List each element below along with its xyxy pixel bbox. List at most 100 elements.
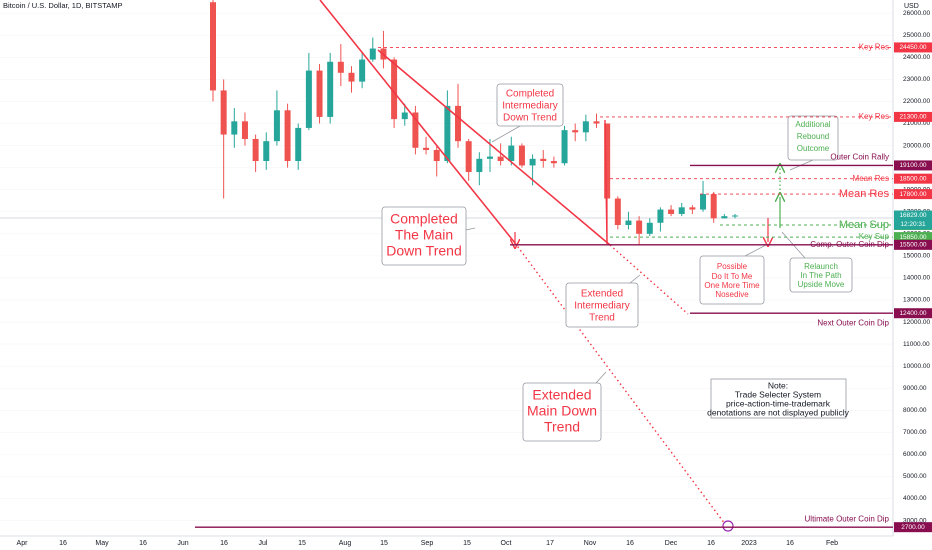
annotation-text: The Main xyxy=(395,227,453,243)
price-badge xyxy=(894,189,932,200)
last-price-label: 16829.00 xyxy=(899,212,926,219)
candle-body xyxy=(486,156,493,159)
x-tick-label: 16 xyxy=(707,540,715,547)
main-trend-line xyxy=(319,0,516,244)
candle-body xyxy=(423,147,430,150)
candle-body xyxy=(327,61,334,117)
y-tick-label: 8000.00 xyxy=(903,407,927,414)
price-axis[interactable] xyxy=(893,0,932,550)
trend-lines xyxy=(319,0,780,532)
annotation-text: Additional xyxy=(795,120,830,129)
candle-body xyxy=(210,2,216,91)
event-marker[interactable] xyxy=(722,520,734,532)
candle-body xyxy=(348,72,355,82)
level-label: Key Res xyxy=(859,43,889,52)
candle-body xyxy=(284,110,291,162)
y-tick-label: 10000.00 xyxy=(903,363,930,370)
callout-box xyxy=(787,115,839,161)
annotation-text: Upside Move xyxy=(798,280,845,289)
x-tick-label: Feb xyxy=(826,540,838,547)
candle-body xyxy=(401,112,408,120)
x-tick-label: Jun xyxy=(177,540,188,547)
callout-box xyxy=(789,257,853,293)
annotation-text: Down Trend xyxy=(386,243,461,259)
y-tick-label: 20000.00 xyxy=(903,142,930,149)
y-tick-label: 6000.00 xyxy=(903,451,927,458)
y-tick-label: 26000.00 xyxy=(903,10,930,17)
annotation-text: Trend xyxy=(589,313,615,324)
candle-body xyxy=(572,130,579,133)
y-tick-label: 23000.00 xyxy=(903,76,930,83)
price-badge-label: 18500.00 xyxy=(899,175,926,182)
level-label: Mean Res xyxy=(839,188,890,200)
candle-body xyxy=(604,123,611,199)
y-tick-label: 4000.00 xyxy=(903,495,927,502)
annotation-text: Intermediary xyxy=(502,101,558,112)
annotations: Completed Intermediary Down Trend Comple… xyxy=(381,83,853,442)
candle-body xyxy=(550,161,557,164)
candle-body xyxy=(359,59,366,82)
price-badge xyxy=(894,308,932,319)
x-tick-label: Sep xyxy=(421,540,434,547)
candle-body xyxy=(614,198,621,225)
price-badge-label: 24450.00 xyxy=(899,44,926,51)
candle-body xyxy=(263,141,270,162)
x-tick-label: Oct xyxy=(501,540,512,547)
y-tick-label: 5000.00 xyxy=(903,473,927,480)
candle-body xyxy=(476,158,483,173)
annotation-text: Trend xyxy=(544,419,580,435)
annotation-text: Extended xyxy=(581,289,623,300)
y-tick-label: 12000.00 xyxy=(903,319,930,326)
candle-body xyxy=(455,105,462,142)
level-label: Mean Res xyxy=(853,174,889,183)
x-tick-label: Jul xyxy=(259,540,268,547)
overlay: Key Res 24450.00 Key Res 21300.00 Outer Coin… xyxy=(195,42,932,533)
x-tick-label: 16 xyxy=(139,540,147,547)
candle-body xyxy=(337,61,344,73)
price-badge-label: 12400.00 xyxy=(899,310,926,317)
candle-body xyxy=(220,90,227,135)
candle-body xyxy=(678,207,685,214)
annotation-text: Do It To Me xyxy=(712,272,753,281)
candle-body xyxy=(646,222,653,234)
callout-box xyxy=(522,382,602,442)
x-tick-label: 16 xyxy=(220,540,228,547)
intermediary-trend-line xyxy=(377,49,611,246)
candle-body xyxy=(412,112,419,148)
candle-body xyxy=(273,110,280,142)
price-badge xyxy=(894,42,932,53)
y-tick-label: 11000.00 xyxy=(903,341,930,348)
candle-body xyxy=(241,121,248,139)
candle-body xyxy=(518,145,525,166)
y-tick-label: 22000.00 xyxy=(903,98,930,105)
candle-body xyxy=(710,194,717,219)
level-label: Next Outer Coin Dip xyxy=(817,318,889,327)
x-tick-label: 16 xyxy=(786,540,794,547)
candle-body xyxy=(497,156,504,162)
candle-body xyxy=(625,220,632,225)
candle-body xyxy=(657,209,664,223)
price-badge-label: 15850.00 xyxy=(899,234,926,241)
x-tick-label: Dec xyxy=(665,540,678,547)
candle-body xyxy=(540,158,547,162)
candle-body xyxy=(433,149,440,162)
annotation-text: Possible xyxy=(717,262,748,271)
x-tick-label: 17 xyxy=(546,540,554,547)
note-text: price-action-time-trademark xyxy=(726,398,831,408)
candle-body xyxy=(668,209,675,214)
annotation-text: In The Path xyxy=(800,271,841,280)
annotation-text: Completed xyxy=(390,211,458,227)
annotation-text: Intermediary xyxy=(574,301,630,312)
y-tick-label: 3000.00 xyxy=(903,517,927,524)
x-tick-label: 2023 xyxy=(741,540,757,547)
level-label: Key Sup xyxy=(859,232,890,241)
y-tick-label: 15000.00 xyxy=(903,253,930,260)
note-text: denotations are not displayed publicly xyxy=(707,407,850,417)
y-tick-label: 9000.00 xyxy=(903,385,927,392)
callout-pointers xyxy=(465,125,814,384)
x-tick-label: Apr xyxy=(17,540,29,547)
price-badge xyxy=(894,173,932,184)
candle-body xyxy=(391,59,398,120)
level-label: Ultimate Outer Coin Dip xyxy=(805,514,890,523)
